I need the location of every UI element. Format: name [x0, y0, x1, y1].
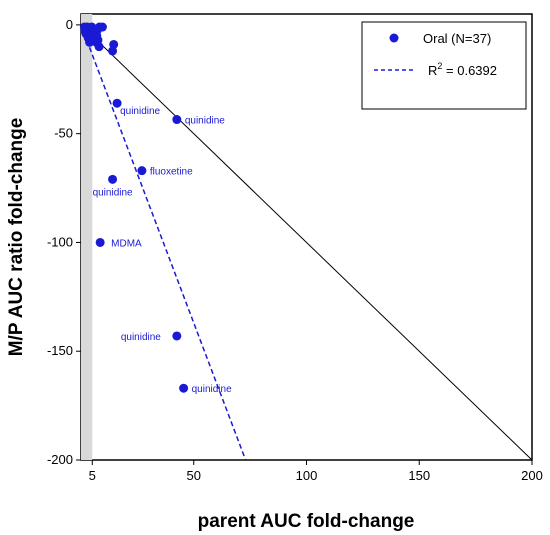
data-annotation: quinidine	[93, 187, 133, 198]
x-tick-label: 5	[89, 468, 96, 483]
x-axis-title: parent AUC fold-change	[198, 511, 415, 532]
y-tick-label: -150	[47, 343, 73, 358]
identity-line	[80, 24, 533, 461]
regression-line	[80, 24, 247, 461]
data-annotation: MDMA	[111, 238, 142, 249]
data-point	[108, 46, 118, 56]
legend-fit-superscript: 2	[437, 61, 442, 71]
data-annotation: quinidine	[120, 106, 160, 117]
data-point	[112, 98, 122, 108]
data-point	[137, 166, 147, 176]
data-point	[91, 37, 101, 47]
data-annotation: quinidine	[185, 116, 225, 127]
x-tick-label: 200	[521, 468, 543, 483]
data-point	[172, 115, 182, 125]
x-tick-label: 100	[296, 468, 318, 483]
legend-label-fit: R2 = 0.6392	[428, 61, 497, 78]
legend-fit-value: = 0.6392	[442, 63, 497, 78]
data-point	[108, 174, 118, 184]
y-tick-label: -200	[47, 452, 73, 467]
legend-fit-prefix: R	[428, 63, 437, 78]
data-point	[95, 237, 105, 247]
data-point	[97, 22, 107, 32]
y-axis-title: M/P AUC ratio fold-change	[6, 118, 27, 357]
reference-band	[81, 14, 93, 460]
y-tick-label: 0	[66, 17, 73, 32]
y-tick-label: -100	[47, 234, 73, 249]
legend-label-oral: Oral (N=37)	[423, 31, 491, 46]
legend: Oral (N=37) R2 = 0.6392	[361, 21, 527, 110]
x-tick-label: 150	[408, 468, 430, 483]
x-tick-label: 50	[187, 468, 201, 483]
legend-marker-oral	[389, 33, 399, 43]
y-tick-label: -50	[54, 126, 73, 141]
data-annotation: quinidine	[192, 384, 232, 395]
data-annotation: quinidine	[121, 332, 161, 343]
data-point	[172, 331, 182, 341]
data-point	[179, 383, 189, 393]
data-annotation: fluoxetine	[150, 167, 193, 178]
data-point	[83, 33, 93, 43]
legend-box	[361, 21, 527, 110]
